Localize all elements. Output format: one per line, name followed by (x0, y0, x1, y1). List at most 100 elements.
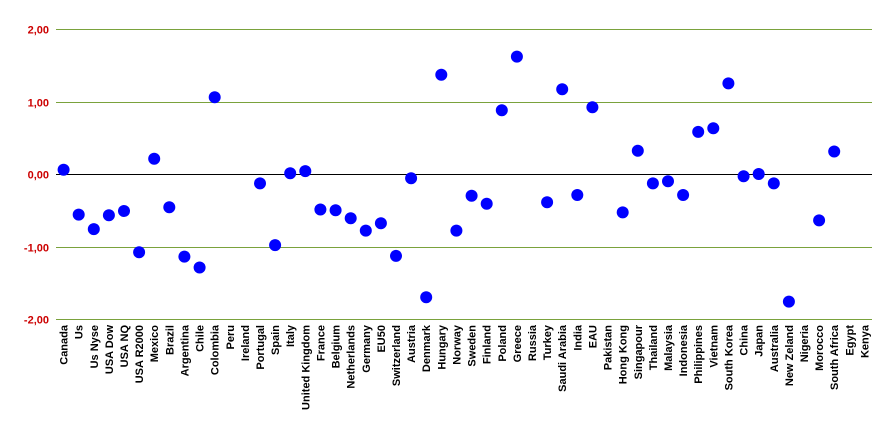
data-point (752, 168, 765, 180)
data-point (72, 208, 85, 221)
x-tick-label: Brazil (164, 325, 176, 355)
x-axis-tick-labels: Canada Us Us Nyse USA Dow USA NQ USA R2000 Mex… (59, 324, 872, 410)
x-tick-label: Canada (59, 324, 71, 365)
x-tick-label: India (572, 324, 584, 351)
x-tick-label: Egypt (844, 325, 856, 356)
x-tick-label: Japan (754, 325, 766, 357)
data-point (284, 167, 297, 180)
data-point (299, 165, 312, 178)
x-tick-label: Greece (512, 325, 524, 362)
data-point (662, 175, 674, 188)
y-tick-label: -2,00 (24, 315, 49, 327)
data-point (118, 205, 130, 217)
x-tick-label: Denmark (421, 324, 433, 372)
x-tick-label: Germany (361, 324, 373, 373)
x-tick-label: EU50 (376, 325, 388, 353)
x-tick-label: Italy (285, 324, 297, 347)
x-tick-label: Sweden (467, 325, 479, 367)
x-tick-label: Pakistan (603, 325, 615, 371)
data-point (646, 177, 659, 190)
x-tick-label: Peru (225, 325, 237, 349)
x-tick-label: Chile (195, 325, 207, 352)
x-tick-label: Norway (451, 324, 463, 365)
x-tick-label: Spain (270, 325, 282, 355)
data-point (405, 172, 418, 185)
data-point (163, 201, 176, 214)
data-points (57, 50, 841, 308)
x-tick-label: Indonesia (678, 324, 690, 376)
y-tick-label: 0,00 (28, 170, 49, 182)
data-point (541, 196, 554, 209)
data-point (450, 224, 463, 237)
data-point (314, 203, 327, 216)
data-point (782, 295, 795, 308)
x-tick-label: Austria (406, 324, 418, 363)
x-tick-label: China (739, 324, 751, 355)
x-tick-label: Russia (527, 324, 539, 361)
data-point (133, 246, 146, 259)
x-tick-label: Argentina (179, 324, 191, 376)
gridlines (56, 29, 872, 320)
x-tick-label: Mexico (149, 325, 161, 363)
data-point (148, 152, 161, 165)
data-point (102, 209, 115, 222)
x-tick-label: Hungary (436, 324, 448, 370)
data-point (465, 189, 478, 202)
data-point (208, 91, 221, 104)
x-tick-label: Malaysia (663, 324, 675, 371)
x-tick-label: Thailand (648, 325, 660, 370)
data-point (254, 177, 266, 190)
data-point (556, 83, 569, 96)
data-point (616, 206, 629, 219)
data-point (707, 122, 720, 135)
data-point (586, 101, 599, 114)
x-tick-label: EAU (587, 325, 599, 348)
data-point (344, 212, 357, 225)
x-tick-label: Finland (482, 325, 494, 364)
x-tick-label: Belgium (331, 325, 343, 369)
data-point (193, 261, 206, 274)
data-point (390, 249, 402, 262)
data-point (631, 144, 644, 157)
y-tick-label: 2,00 (28, 25, 49, 37)
data-point (57, 163, 70, 176)
y-tick-label: -1,00 (24, 243, 49, 255)
data-point (374, 217, 387, 230)
x-tick-label: USA R2000 (134, 325, 146, 383)
x-tick-label: France (315, 325, 327, 361)
x-tick-label: Poland (497, 325, 509, 362)
x-tick-label: Vietnam (708, 325, 720, 368)
data-point (420, 291, 433, 304)
x-tick-label: Ireland (240, 325, 252, 361)
x-tick-label: South Africa (829, 324, 841, 390)
x-tick-label: Nigeria (799, 324, 811, 362)
data-point (495, 104, 508, 117)
data-point (767, 177, 780, 190)
x-tick-label: South Korea (723, 324, 735, 390)
data-point (677, 189, 690, 201)
x-tick-label: Philippines (693, 325, 705, 384)
data-point (480, 197, 493, 210)
data-point (813, 214, 826, 227)
data-point (269, 239, 282, 252)
x-tick-label: Netherlands (346, 325, 358, 389)
data-point (178, 250, 191, 263)
x-tick-label: United Kingdom (300, 325, 312, 410)
x-tick-label: Portugal (255, 325, 267, 370)
data-point (329, 204, 342, 217)
x-tick-label: New Zeland (784, 325, 796, 386)
x-tick-label: Kenya (859, 324, 871, 358)
x-tick-label: USA Dow (104, 325, 116, 375)
x-tick-label: Colombia (210, 324, 222, 375)
x-tick-label: Us (74, 325, 86, 339)
x-tick-label: Morocco (814, 325, 826, 371)
data-point (737, 170, 750, 183)
data-point (510, 50, 523, 63)
x-tick-label: Turkey (542, 324, 554, 360)
x-tick-label: USA NQ (119, 325, 131, 368)
data-point (692, 125, 705, 138)
data-point (359, 224, 372, 237)
x-tick-label: Hong Kong (618, 325, 630, 384)
